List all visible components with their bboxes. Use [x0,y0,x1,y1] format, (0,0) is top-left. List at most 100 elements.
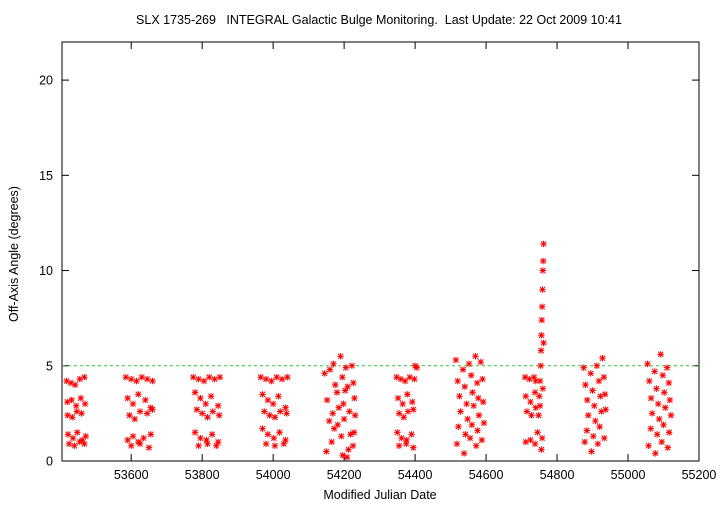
data-point [465,360,473,368]
data-point [136,408,144,415]
data-point [283,410,290,417]
data-point [64,412,71,419]
data-point [124,436,131,444]
data-point [145,444,153,451]
data-point [207,393,215,400]
data-point [191,389,199,396]
data-point [455,423,462,430]
data-point [581,438,588,446]
data-point [538,434,546,442]
data-point [197,394,204,402]
y-tick-label: 10 [39,264,53,278]
data-point [136,440,144,448]
data-point [587,370,594,377]
data-point [478,436,486,444]
data-point [523,408,531,415]
x-tick-label: 54400 [398,468,433,482]
data-point [648,410,656,417]
data-point [399,400,406,408]
data-point [214,438,222,446]
data-point [580,364,587,371]
data-point [596,423,603,430]
data-point [536,393,543,400]
data-point [149,377,156,385]
data-point [326,417,333,425]
data-point [211,375,218,383]
data-point [129,400,137,408]
data-point [393,374,400,381]
data-point [398,434,405,442]
data-point [69,413,76,421]
data-point [143,375,151,383]
data-point [467,372,475,379]
data-point [200,377,208,385]
data-point [216,374,224,381]
data-point [530,374,538,381]
data-point [128,442,135,449]
data-point [282,404,289,411]
data-point [262,375,270,383]
data-point [592,417,599,425]
data-point [479,375,486,383]
data-point [594,440,602,448]
data-point [667,412,675,419]
plot-area-frame [61,41,700,462]
data-point [468,421,476,429]
data-point [216,412,223,419]
data-point [537,362,544,369]
data-point [214,402,222,409]
data-point [460,450,468,457]
y-tick-label: 5 [46,359,53,373]
data-point [539,286,546,293]
x-tick-label: 53800 [185,468,220,482]
data-point [270,434,278,442]
data-point [339,452,346,459]
data-point [122,374,130,381]
data-point [266,412,273,419]
data-point [598,408,605,415]
data-point [660,421,667,429]
data-point [131,415,138,423]
data-point [76,375,83,383]
data-point [408,431,415,438]
data-point [128,375,135,383]
data-point [527,398,534,406]
x-tick-label: 54600 [469,468,504,482]
data-point [147,431,154,438]
data-point [457,408,464,415]
data-point [601,391,609,398]
data-point [582,381,589,389]
data-point [403,440,410,448]
data-point [198,410,206,417]
data-point [522,393,530,400]
data-point [71,381,79,389]
data-point [666,396,674,404]
chart-title: SLX 1735-269 INTEGRAL Galactic Bulge Mon… [136,13,622,27]
data-point [657,351,664,358]
data-point [583,427,591,434]
data-point [81,374,88,381]
data-point [651,368,658,375]
x-axis-label: Modified Julian Date [323,488,436,502]
data-point [64,398,71,406]
data-point [584,396,591,404]
data-point [133,377,140,385]
data-point [202,400,209,408]
data-point [466,434,474,442]
data-point [341,387,349,394]
data-point [653,385,660,392]
data-point [340,400,347,408]
data-point [591,402,598,409]
data-point [277,408,284,415]
data-point [536,377,544,385]
data-point [644,360,651,368]
data-point [589,387,596,394]
data-point [394,429,401,436]
x-axis: 53600 53800 54000 54200 54400 54600 54800 55000… [114,42,716,482]
data-point [538,316,545,324]
data-point [340,415,348,423]
data-point [208,431,216,438]
data-point [81,440,88,448]
data-point [328,438,335,446]
data-point [658,438,665,446]
